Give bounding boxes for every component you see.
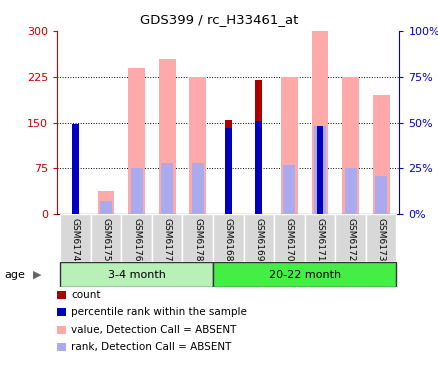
Bar [161,163,173,214]
Bar [341,77,358,214]
Bar [372,95,389,214]
Bar [344,168,356,214]
Bar [130,168,142,214]
Bar [159,59,175,214]
Bar [128,68,145,214]
Text: count: count [71,290,100,300]
Bar [60,214,91,262]
Bar [191,163,203,214]
Bar [182,214,212,262]
Text: 3-4 month: 3-4 month [107,269,165,280]
Text: percentile rank within the sample: percentile rank within the sample [71,307,247,317]
Text: GSM6168: GSM6168 [223,218,232,261]
Text: age: age [4,269,25,280]
Bar [255,121,261,214]
Bar [280,77,297,214]
Bar [243,214,273,262]
Bar [91,214,121,262]
Text: GSM6178: GSM6178 [193,218,202,261]
Text: GDS399 / rc_H33461_at: GDS399 / rc_H33461_at [140,13,298,26]
Bar [255,80,261,214]
Bar [335,214,365,262]
Text: rank, Detection Call = ABSENT: rank, Detection Call = ABSENT [71,342,231,352]
Bar [72,127,78,214]
Bar [224,120,231,214]
Text: GSM6170: GSM6170 [284,218,293,261]
Bar [189,77,206,214]
Bar [283,165,295,214]
Text: GSM6171: GSM6171 [315,218,324,261]
Bar [97,191,114,214]
Bar [72,124,79,214]
Text: GSM6175: GSM6175 [101,218,110,261]
Bar [374,176,386,214]
Text: ▶: ▶ [33,269,41,280]
Text: 20-22 month: 20-22 month [268,269,340,280]
Text: GSM6169: GSM6169 [254,218,263,261]
Text: GSM6174: GSM6174 [71,218,80,261]
Bar [365,214,396,262]
Text: value, Detection Call = ABSENT: value, Detection Call = ABSENT [71,325,236,335]
Bar [121,214,152,262]
Text: GSM6176: GSM6176 [132,218,141,261]
Text: GSM6172: GSM6172 [345,218,354,261]
Bar [304,214,335,262]
Text: GSM6177: GSM6177 [162,218,171,261]
Bar [313,126,325,214]
Bar [60,262,212,287]
Text: GSM6173: GSM6173 [376,218,385,261]
Bar [100,201,112,214]
Bar [212,214,243,262]
Bar [311,31,328,214]
Bar [212,262,396,287]
Bar [152,214,182,262]
Bar [273,214,304,262]
Bar [224,128,231,214]
Bar [316,126,323,214]
